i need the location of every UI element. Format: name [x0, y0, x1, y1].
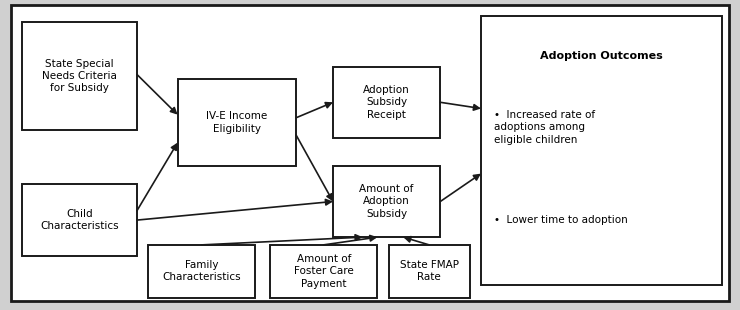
Bar [388, 245, 470, 298]
Text: Adoption Outcomes: Adoption Outcomes [539, 51, 662, 61]
Bar [178, 79, 296, 166]
Bar [22, 22, 137, 130]
Text: Amount of
Foster Care
Payment: Amount of Foster Care Payment [294, 254, 354, 289]
Text: IV-E Income
Eligibility: IV-E Income Eligibility [206, 111, 267, 134]
Text: •  Lower time to adoption: • Lower time to adoption [494, 215, 628, 225]
Text: Family
Characteristics: Family Characteristics [162, 260, 241, 282]
Bar [333, 166, 440, 237]
Text: Child
Characteristics: Child Characteristics [40, 209, 119, 231]
Bar [270, 245, 377, 298]
Text: Adoption
Subsidy
Receipt: Adoption Subsidy Receipt [363, 85, 410, 120]
Bar [148, 245, 255, 298]
Text: State Special
Needs Criteria
for Subsidy: State Special Needs Criteria for Subsidy [42, 59, 117, 93]
Text: State FMAP
Rate: State FMAP Rate [400, 260, 459, 282]
Text: •  Increased rate of
adoptions among
eligible children: • Increased rate of adoptions among elig… [494, 110, 596, 144]
Text: Amount of
Adoption
Subsidy: Amount of Adoption Subsidy [360, 184, 414, 219]
Bar [481, 16, 722, 285]
Bar [22, 184, 137, 256]
Bar [333, 67, 440, 138]
